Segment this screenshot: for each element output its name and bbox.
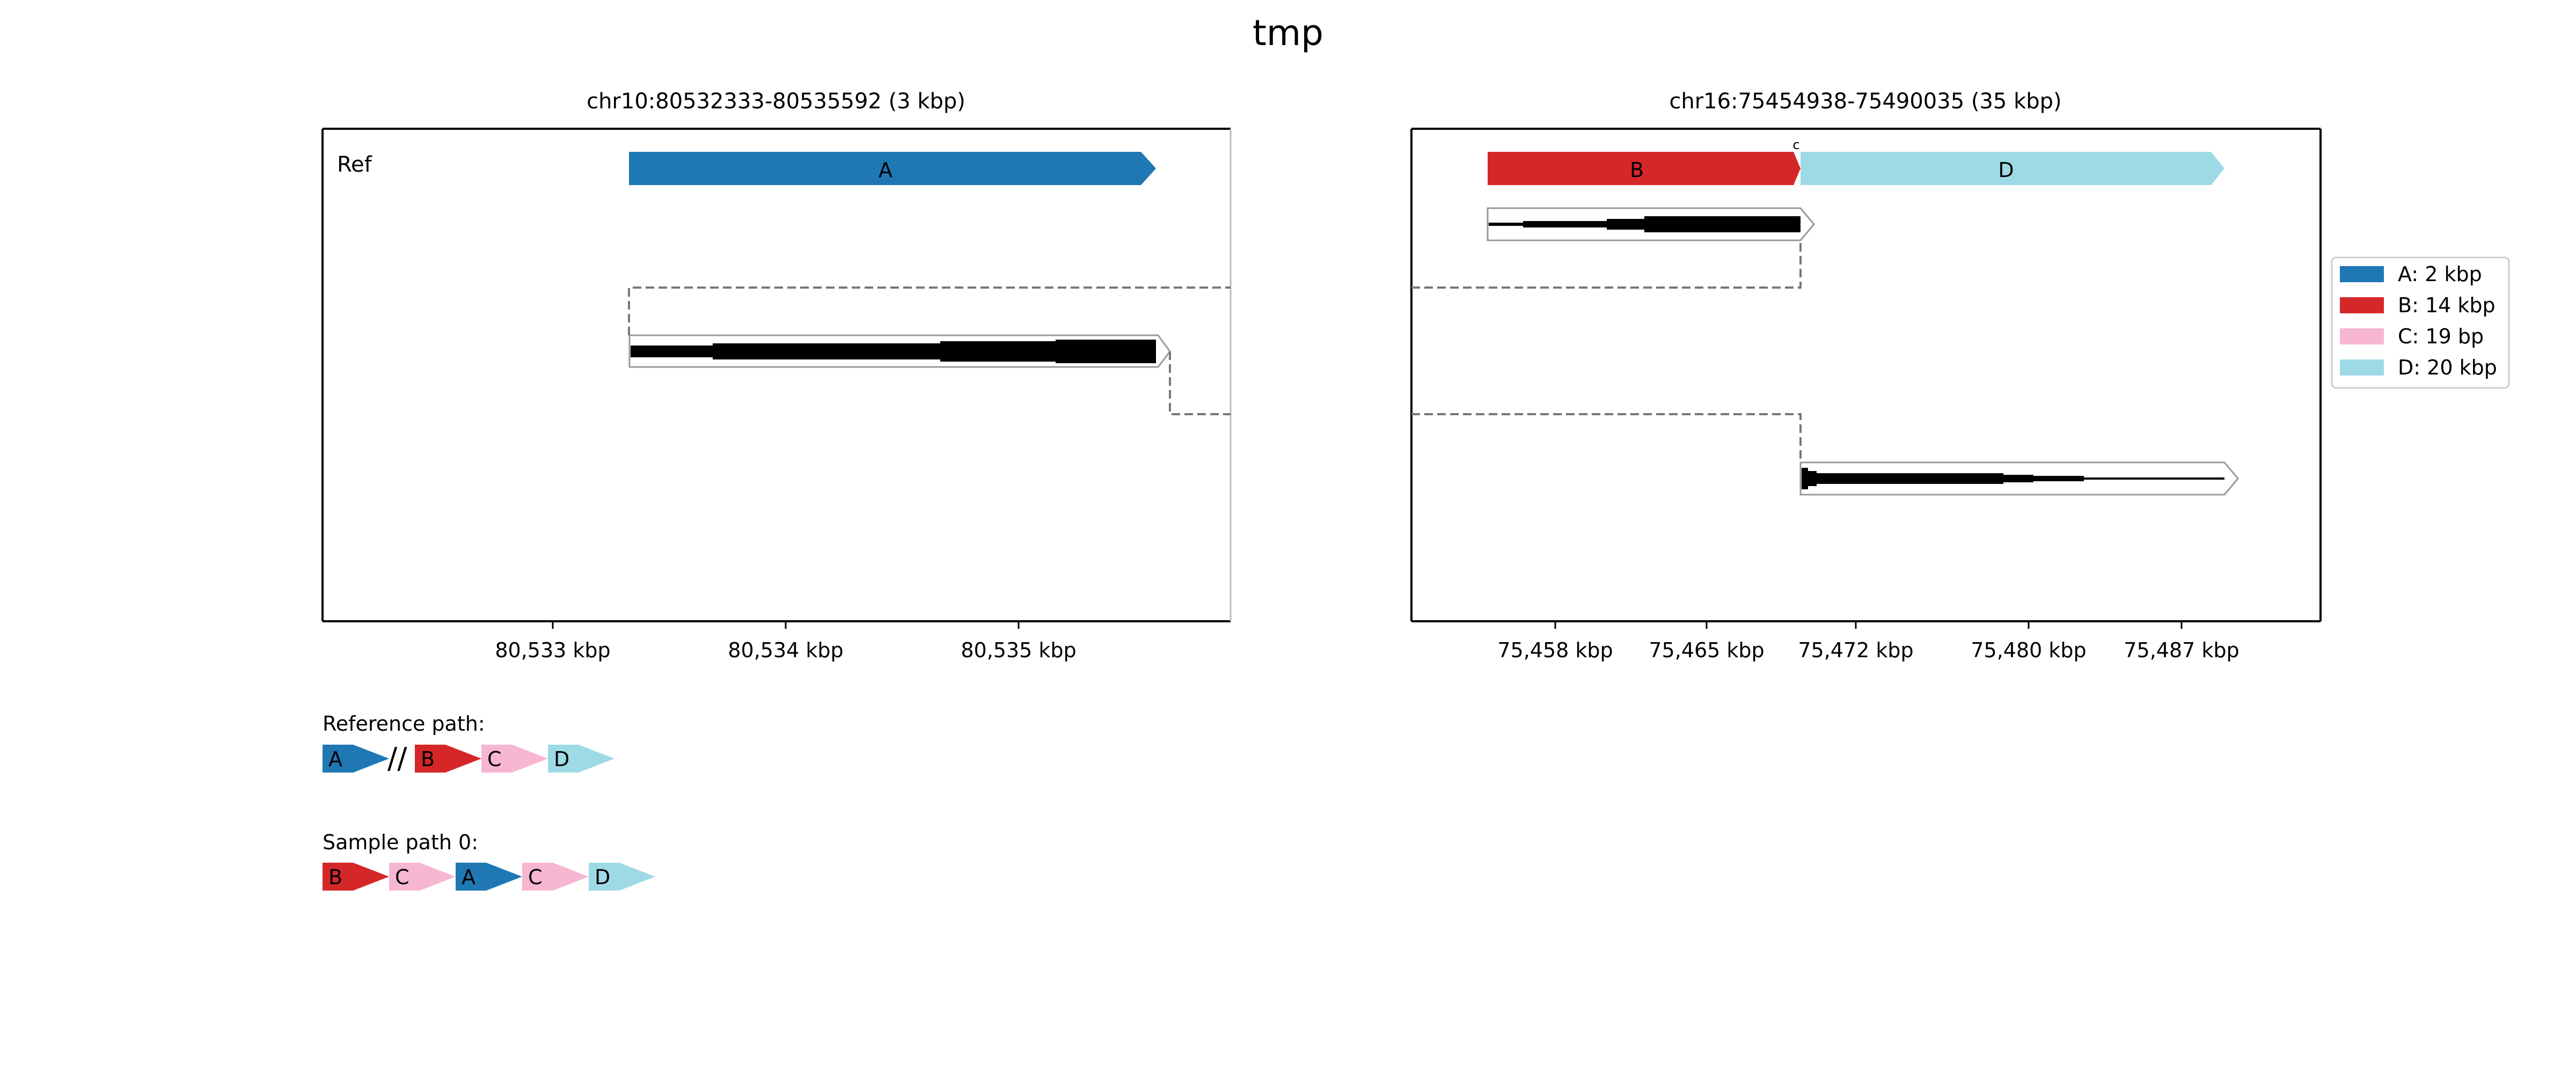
- coverage-segment: [1644, 216, 1801, 232]
- legend: A: 2 kbp B: 14 kbp C: 19 bp D: 20 kbp: [2331, 256, 2510, 389]
- tick-label: 75,465 kbp: [1649, 638, 1764, 662]
- path-arrow-c: [389, 863, 456, 891]
- block-a: [629, 152, 1156, 185]
- legend-swatch: [2340, 328, 2384, 344]
- path-arrow-b: [323, 863, 389, 891]
- dashed-connector: [628, 286, 1231, 335]
- path-arrow-label: D: [595, 865, 610, 889]
- coverage-segment: [1523, 221, 1608, 227]
- alignment-outline-right-upper: [1487, 207, 1815, 241]
- coverage-segment: [631, 346, 714, 357]
- path-arrow-label: A: [328, 747, 342, 771]
- coverage-segment: [1489, 223, 1524, 226]
- coverage-segment: [940, 341, 1057, 362]
- path-arrow-label: C: [528, 865, 543, 889]
- legend-label: A: 2 kbp: [2398, 262, 2482, 286]
- coverage-segment: [1607, 219, 1645, 230]
- path-arrow-label: A: [462, 865, 475, 889]
- legend-label: C: 19 bp: [2398, 325, 2484, 348]
- path-break-marker: //: [387, 741, 407, 775]
- coverage-segment: [1056, 340, 1156, 363]
- path-arrow-a: [456, 863, 522, 891]
- path-arrow-d: [589, 863, 655, 891]
- path-arrow-c: [522, 863, 589, 891]
- block-c-marker: c: [1792, 137, 1799, 152]
- panel-right: chr16:75454938-75490035 (35 kbp) B c D: [1410, 89, 2322, 662]
- dashed-connector: [1411, 240, 1802, 289]
- tick-label: 75,487 kbp: [2124, 638, 2239, 662]
- block-d: [1801, 152, 2224, 185]
- coverage-segment: [1807, 471, 1817, 486]
- tick-label: 80,533 kbp: [495, 638, 610, 662]
- legend-box: [2331, 256, 2510, 389]
- legend-swatch: [2340, 359, 2384, 376]
- path-arrow-label: B: [328, 865, 342, 889]
- legend-swatch: [2340, 266, 2384, 282]
- tick-label: 80,535 kbp: [961, 638, 1076, 662]
- block-d-label: D: [1998, 158, 2014, 182]
- reference-path: Reference path: A // B C D: [323, 712, 614, 775]
- block-b-label: B: [1630, 158, 1644, 182]
- path-arrow-b: [415, 745, 481, 773]
- path-arrow-a: [323, 745, 389, 773]
- dashed-connector: [1169, 351, 1231, 415]
- coverage-segment: [1802, 468, 1808, 489]
- coverage-segment: [1816, 473, 2003, 484]
- panel-right-title: chr16:75454938-75490035 (35 kbp): [1669, 89, 2061, 114]
- coverage-segment: [2002, 475, 2033, 482]
- path-arrow-c: [481, 745, 548, 773]
- coverage-segment: [713, 343, 941, 359]
- coverage-segment: [2032, 476, 2084, 481]
- coverage-segment: [2083, 477, 2224, 480]
- sample-path-label: Sample path 0:: [323, 831, 478, 854]
- alignment-outline-left: [628, 334, 1171, 368]
- dashed-connector: [1411, 413, 1802, 462]
- alignment-outline-right-lower: [1799, 461, 2239, 496]
- reference-path-label: Reference path:: [323, 712, 485, 736]
- tick-label: 75,472 kbp: [1798, 638, 1913, 662]
- figure-title: tmp: [1253, 12, 1323, 54]
- tick-label: 80,534 kbp: [728, 638, 843, 662]
- row-label-ref: Ref: [337, 152, 372, 177]
- path-arrow-label: C: [395, 865, 409, 889]
- path-arrow-d: [548, 745, 614, 773]
- legend-label: D: 20 kbp: [2398, 356, 2497, 379]
- block-a-label: A: [879, 158, 892, 182]
- tick-label: 75,480 kbp: [1971, 638, 2086, 662]
- panel-left-title: chr10:80532333-80535592 (3 kbp): [587, 89, 965, 114]
- tick-label: 75,458 kbp: [1497, 638, 1613, 662]
- legend-swatch: [2340, 297, 2384, 313]
- path-arrow-label: B: [421, 747, 435, 771]
- block-b: [1488, 152, 1801, 185]
- panel-left: chr10:80532333-80535592 (3 kbp) Ref A 80…: [321, 89, 1232, 662]
- legend-label: B: 14 kbp: [2398, 293, 2496, 317]
- path-arrow-label: C: [487, 747, 502, 771]
- path-arrow-label: D: [554, 747, 569, 771]
- sample-path: Sample path 0: B C A C D: [323, 831, 655, 891]
